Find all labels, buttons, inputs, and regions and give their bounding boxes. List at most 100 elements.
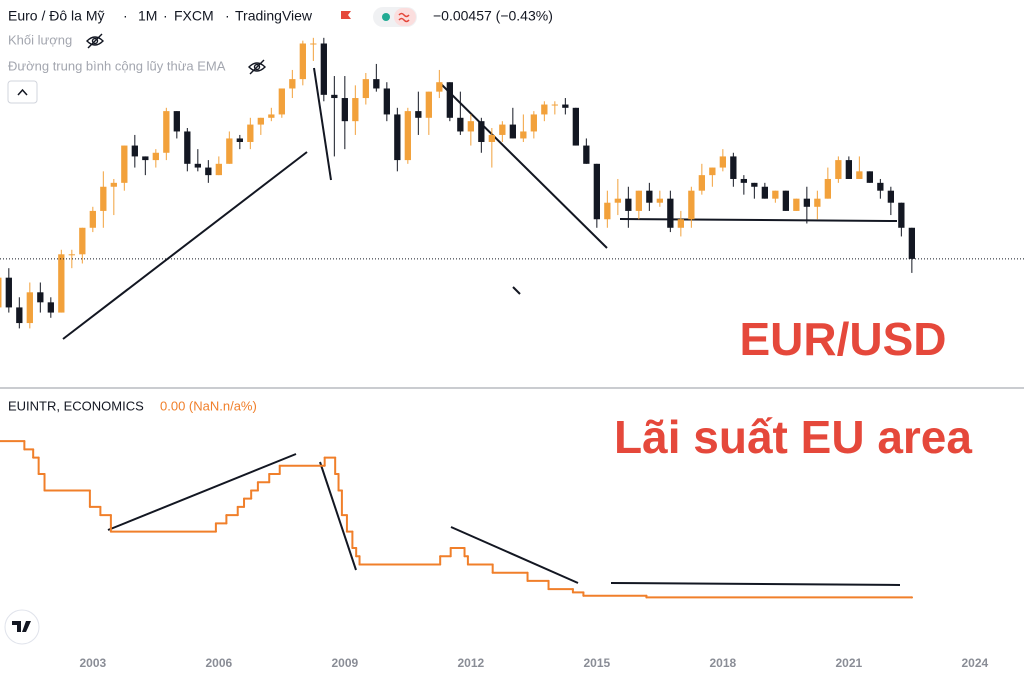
candle-body [0, 277, 2, 308]
separator: · [123, 8, 128, 24]
candle-body [289, 79, 296, 89]
trend-lines [62, 67, 901, 586]
logo-badge[interactable] [4, 609, 40, 645]
candle-body [520, 131, 527, 139]
candle-body [205, 167, 212, 176]
indicator-ema[interactable]: Đường trung bình cộng lũy thừa EMA [8, 58, 226, 73]
indicator-volume[interactable]: Khối lượng [8, 32, 72, 47]
candle-body [667, 198, 674, 228]
candle-body [877, 182, 884, 191]
x-tick-label: 2015 [583, 656, 610, 670]
chart-annotation: EUR/USD [739, 313, 946, 365]
candle-body [331, 94, 338, 99]
interval[interactable]: 1M [138, 8, 157, 24]
x-tick-label: 2018 [709, 656, 736, 670]
collapse-button[interactable] [7, 80, 38, 104]
candle-body [58, 254, 65, 313]
symbol[interactable]: Euro / Đô la Mỹ [8, 8, 104, 24]
candle-body [163, 111, 170, 153]
candle-body [887, 190, 895, 203]
candle-body [856, 171, 863, 179]
candle-body [436, 82, 443, 92]
candle-body [730, 156, 737, 179]
candle-body [824, 178, 832, 199]
candle-body [646, 190, 653, 203]
candle-body [709, 167, 716, 176]
status-dot [382, 13, 390, 21]
candle-body [310, 43, 317, 45]
exchange: FXCM [174, 8, 214, 24]
candle-body [719, 156, 726, 168]
candle-body [751, 182, 758, 187]
collapse-icon [17, 88, 28, 96]
trend-line[interactable] [619, 218, 898, 222]
candle-body [37, 292, 44, 303]
trend-line[interactable] [319, 461, 357, 571]
trend-line[interactable] [313, 67, 332, 181]
x-tick-label: 2021 [836, 656, 863, 670]
candle-body [152, 152, 159, 161]
rate-end [910, 596, 913, 599]
candle-body [226, 138, 233, 164]
candle-body [677, 219, 684, 228]
trend-line[interactable] [450, 526, 579, 584]
trend-line[interactable] [439, 82, 608, 249]
series-legend[interactable]: EUINTR, ECONOMICS [8, 398, 144, 413]
candle-body [404, 111, 411, 161]
candle-body [572, 107, 579, 146]
chart-annotation: Lãi suất EU area [614, 411, 972, 463]
candle-body [320, 43, 327, 95]
candle-body [814, 198, 821, 207]
candle-body [68, 254, 75, 256]
candle-body [47, 302, 54, 313]
x-tick-label: 2006 [205, 656, 232, 670]
separator: · [163, 8, 168, 24]
candle-body [142, 156, 149, 161]
trend-line[interactable] [512, 286, 521, 295]
candle-body [761, 186, 768, 199]
candle-body [793, 198, 800, 211]
candle-body [236, 138, 243, 142]
candle-body [583, 145, 590, 164]
candle-body [782, 190, 790, 211]
candle-body [499, 124, 506, 135]
x-tick-label: 2012 [457, 656, 484, 670]
candle-body [299, 43, 306, 80]
candle-body [866, 171, 874, 183]
status-badge [394, 8, 416, 26]
candle-body [488, 134, 495, 142]
hide-icon[interactable] [248, 59, 266, 75]
logo [12, 621, 31, 632]
candle-body [79, 227, 86, 255]
candle-body [16, 307, 23, 324]
candle-body [604, 202, 611, 220]
candle-body [740, 178, 747, 183]
trend-line[interactable] [107, 453, 297, 531]
candle-body [772, 190, 779, 199]
hide-icon[interactable] [86, 33, 104, 49]
candle-body [562, 104, 569, 108]
source: TradingView [235, 8, 313, 24]
candle-body [89, 210, 96, 228]
candle-body [467, 121, 474, 132]
candle-body [478, 121, 485, 142]
flag-icon[interactable] [341, 11, 351, 19]
candle-body [415, 111, 422, 118]
series-status: 0.00 (NaN.n/a%) [160, 398, 257, 413]
trend-line[interactable] [610, 582, 901, 586]
candle-body [845, 160, 853, 179]
candle-body [835, 160, 842, 179]
candle-body [247, 124, 254, 142]
trend-line[interactable] [62, 151, 308, 340]
candle-body [803, 198, 811, 207]
x-tick-label: 2003 [79, 656, 106, 670]
candle-body [625, 198, 632, 211]
candle-body [688, 190, 695, 220]
candle-body [362, 79, 369, 99]
candle-body [5, 277, 12, 308]
candle-body [457, 117, 464, 132]
candle-body [394, 114, 401, 161]
candle-body [383, 88, 390, 115]
candle-body [173, 111, 180, 132]
candle-body [509, 124, 516, 139]
